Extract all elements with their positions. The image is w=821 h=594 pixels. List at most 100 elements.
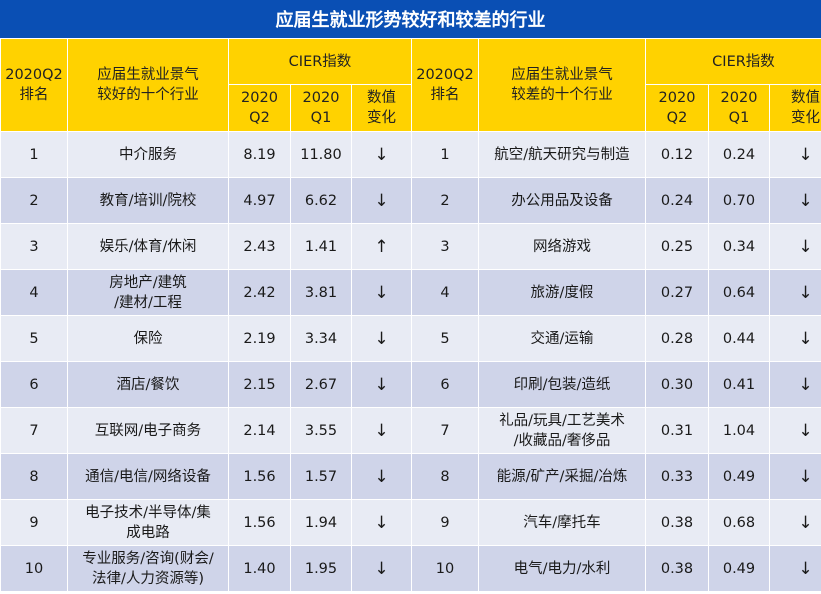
- good-change-cell: ↓: [351, 361, 412, 408]
- table-row: 10 专业服务/咨询(财会/法律/人力资源等) 1.40 1.95 ↓ 10 电气/电力/水…: [0, 545, 821, 592]
- header-q1-left: 2020 Q1: [290, 84, 352, 132]
- good-change-cell: ↓: [351, 131, 412, 178]
- bad-rank-cell: 7: [411, 407, 479, 454]
- good-industry-cell: 互联网/电子商务: [67, 407, 229, 454]
- good-industry-cell: 通信/电信/网络设备: [67, 453, 229, 500]
- bad-change-cell: ↓: [769, 177, 821, 224]
- bad-q2-cell: 0.12: [645, 131, 709, 178]
- good-q1-cell: 1.95: [290, 545, 352, 592]
- bad-q1-cell: 0.41: [708, 361, 770, 408]
- good-q1-cell: 1.41: [290, 223, 352, 270]
- bad-industry-cell: 礼品/玩具/工艺美术/收藏品/奢侈品: [478, 407, 646, 454]
- good-rank-cell: 4: [0, 269, 68, 316]
- good-industry-cell: 中介服务: [67, 131, 229, 178]
- bad-change-cell: ↓: [769, 499, 821, 546]
- bad-q1-cell: 0.70: [708, 177, 770, 224]
- header-q2-left: 2020 Q2: [228, 84, 291, 132]
- bad-q2-cell: 0.25: [645, 223, 709, 270]
- bad-q2-cell: 0.38: [645, 545, 709, 592]
- good-rank-cell: 10: [0, 545, 68, 592]
- bad-q1-cell: 0.68: [708, 499, 770, 546]
- bad-rank-cell: 6: [411, 361, 479, 408]
- good-industry-cell: 酒店/餐饮: [67, 361, 229, 408]
- bad-q1-cell: 0.49: [708, 545, 770, 592]
- bad-q2-cell: 0.28: [645, 315, 709, 362]
- good-change-cell: ↓: [351, 545, 412, 592]
- good-q1-cell: 3.34: [290, 315, 352, 362]
- bad-q1-cell: 0.49: [708, 453, 770, 500]
- header-q1-right: 2020 Q1: [708, 84, 770, 132]
- bad-industry-cell: 交通/运输: [478, 315, 646, 362]
- industry-table: 2020Q2 排名 应届生就业景气 较好的十个行业 CIER指数 2020Q2 排名 …: [0, 38, 821, 592]
- table-row: 4 房地产/建筑/建材/工程 2.42 3.81 ↓ 4 旅游/度假 0.27 0.64 ↓: [0, 269, 821, 316]
- bad-change-cell: ↓: [769, 361, 821, 408]
- table-body: 1 中介服务 8.19 11.80 ↓ 1 航空/航天研究与制造 0.12 0.24 ↓ 2 教育/培…: [0, 131, 821, 592]
- good-q1-cell: 6.62: [290, 177, 352, 224]
- header-change-left: 数值 变化: [351, 84, 412, 132]
- table-row: 3 娱乐/体育/休闲 2.43 1.41 ↑ 3 网络游戏 0.25 0.34 ↓: [0, 223, 821, 270]
- header-cier-left: CIER指数: [228, 38, 412, 85]
- bad-industry-cell: 旅游/度假: [478, 269, 646, 316]
- bad-rank-cell: 9: [411, 499, 479, 546]
- bad-change-cell: ↓: [769, 269, 821, 316]
- header-bad-industries: 应届生就业景气 较差的十个行业: [478, 38, 646, 132]
- good-q2-cell: 8.19: [228, 131, 291, 178]
- good-rank-cell: 7: [0, 407, 68, 454]
- good-industry-cell: 保险: [67, 315, 229, 362]
- good-q2-cell: 1.56: [228, 453, 291, 500]
- good-industry-cell: 电子技术/半导体/集 成电路: [67, 499, 229, 546]
- good-q1-cell: 1.94: [290, 499, 352, 546]
- bad-change-cell: ↓: [769, 131, 821, 178]
- good-change-cell: ↓: [351, 269, 412, 316]
- bad-change-cell: ↓: [769, 453, 821, 500]
- bad-industry-cell: 网络游戏: [478, 223, 646, 270]
- good-change-cell: ↑: [351, 223, 412, 270]
- bad-rank-cell: 4: [411, 269, 479, 316]
- good-q1-cell: 3.81: [290, 269, 352, 316]
- table-row: 6 酒店/餐饮 2.15 2.67 ↓ 6 印刷/包装/造纸 0.30 0.41 ↓: [0, 361, 821, 408]
- good-rank-cell: 5: [0, 315, 68, 362]
- good-industry-cell: 专业服务/咨询(财会/法律/人力资源等): [67, 545, 229, 592]
- good-q2-cell: 2.19: [228, 315, 291, 362]
- table-row: 1 中介服务 8.19 11.80 ↓ 1 航空/航天研究与制造 0.12 0.24 ↓: [0, 131, 821, 178]
- bad-q1-cell: 0.24: [708, 131, 770, 178]
- bad-industry-cell: 汽车/摩托车: [478, 499, 646, 546]
- good-rank-cell: 2: [0, 177, 68, 224]
- good-change-cell: ↓: [351, 407, 412, 454]
- good-q2-cell: 2.42: [228, 269, 291, 316]
- page-title: 应届生就业形势较好和较差的行业: [0, 0, 821, 38]
- table-row: 7 互联网/电子商务 2.14 3.55 ↓ 7 礼品/玩具/工艺美术/收藏品/奢侈品 0.3…: [0, 407, 821, 454]
- good-q2-cell: 1.40: [228, 545, 291, 592]
- good-q2-cell: 1.56: [228, 499, 291, 546]
- good-q1-cell: 3.55: [290, 407, 352, 454]
- bad-rank-cell: 5: [411, 315, 479, 362]
- table-row: 9 电子技术/半导体/集 成电路 1.56 1.94 ↓ 9 汽车/摩托车 0.38 0.68 ↓: [0, 499, 821, 546]
- good-rank-cell: 9: [0, 499, 68, 546]
- good-rank-cell: 3: [0, 223, 68, 270]
- good-q2-cell: 4.97: [228, 177, 291, 224]
- header-cier-right: CIER指数: [645, 38, 821, 85]
- header-rank-left: 2020Q2 排名: [0, 38, 68, 132]
- good-rank-cell: 8: [0, 453, 68, 500]
- good-q1-cell: 1.57: [290, 453, 352, 500]
- header-good-industries: 应届生就业景气 较好的十个行业: [67, 38, 229, 132]
- bad-q2-cell: 0.33: [645, 453, 709, 500]
- bad-rank-cell: 2: [411, 177, 479, 224]
- header-change-right: 数值 变化: [769, 84, 821, 132]
- bad-industry-cell: 电气/电力/水利: [478, 545, 646, 592]
- bad-q1-cell: 0.34: [708, 223, 770, 270]
- good-industry-cell: 娱乐/体育/休闲: [67, 223, 229, 270]
- bad-change-cell: ↓: [769, 407, 821, 454]
- bad-q1-cell: 0.64: [708, 269, 770, 316]
- bad-change-cell: ↓: [769, 315, 821, 362]
- good-rank-cell: 6: [0, 361, 68, 408]
- bad-rank-cell: 3: [411, 223, 479, 270]
- header-rank-right: 2020Q2 排名: [411, 38, 479, 132]
- good-change-cell: ↓: [351, 177, 412, 224]
- good-change-cell: ↓: [351, 499, 412, 546]
- bad-industry-cell: 航空/航天研究与制造: [478, 131, 646, 178]
- table-row: 8 通信/电信/网络设备 1.56 1.57 ↓ 8 能源/矿产/采掘/冶炼 0.33 0.49…: [0, 453, 821, 500]
- table-row: 2 教育/培训/院校 4.97 6.62 ↓ 2 办公用品及设备 0.24 0.70 ↓: [0, 177, 821, 224]
- bad-q2-cell: 0.31: [645, 407, 709, 454]
- good-q1-cell: 11.80: [290, 131, 352, 178]
